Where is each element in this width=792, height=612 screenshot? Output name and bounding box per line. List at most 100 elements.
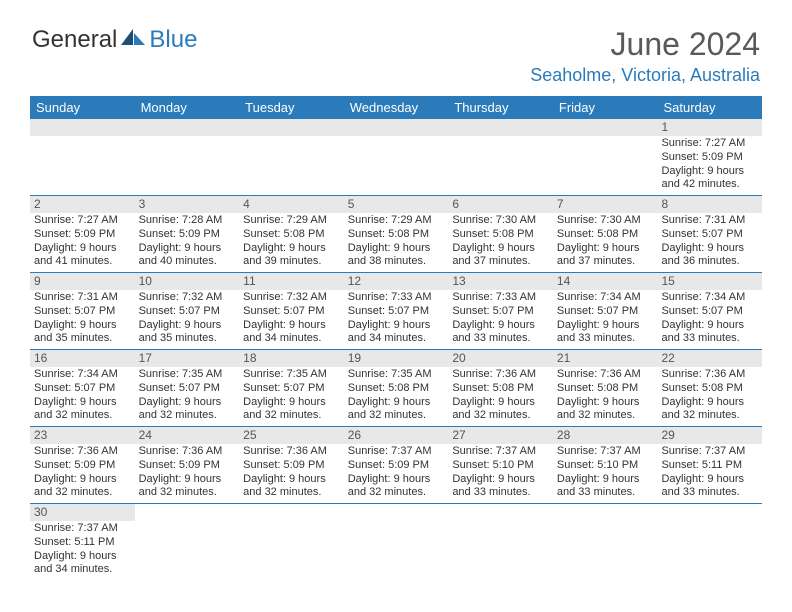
daylight-line: Daylight: 9 hours and 32 minutes.: [557, 396, 654, 424]
daylight-line: Daylight: 9 hours and 32 minutes.: [243, 473, 340, 501]
weekday-header: Wednesday: [344, 96, 449, 119]
week-row: 23Sunrise: 7:36 AMSunset: 5:09 PMDayligh…: [30, 427, 762, 504]
day-content: Sunrise: 7:27 AMSunset: 5:09 PMDaylight:…: [657, 136, 762, 195]
sunset-line: Sunset: 5:07 PM: [661, 305, 758, 319]
weekday-header: Monday: [135, 96, 240, 119]
day-number: 13: [448, 273, 553, 290]
day-number: 10: [135, 273, 240, 290]
day-number: 9: [30, 273, 135, 290]
sunrise-line: Sunrise: 7:35 AM: [348, 368, 445, 382]
sunset-line: Sunset: 5:07 PM: [243, 382, 340, 396]
sunset-line: Sunset: 5:07 PM: [661, 228, 758, 242]
weekday-header: Sunday: [30, 96, 135, 119]
daylight-line: Daylight: 9 hours and 42 minutes.: [661, 165, 758, 193]
sunset-line: Sunset: 5:08 PM: [557, 228, 654, 242]
month-title: June 2024: [530, 26, 760, 63]
sunset-line: Sunset: 5:09 PM: [243, 459, 340, 473]
sunrise-line: Sunrise: 7:32 AM: [243, 291, 340, 305]
day-number: 27: [448, 427, 553, 444]
day-cell: 28Sunrise: 7:37 AMSunset: 5:10 PMDayligh…: [553, 427, 658, 503]
day-cell: 1Sunrise: 7:27 AMSunset: 5:09 PMDaylight…: [657, 119, 762, 195]
day-number: 6: [448, 196, 553, 213]
day-cell: 5Sunrise: 7:29 AMSunset: 5:08 PMDaylight…: [344, 196, 449, 272]
daylight-line: Daylight: 9 hours and 32 minutes.: [452, 396, 549, 424]
sunset-line: Sunset: 5:07 PM: [348, 305, 445, 319]
sunrise-line: Sunrise: 7:33 AM: [452, 291, 549, 305]
daylight-line: Daylight: 9 hours and 35 minutes.: [34, 319, 131, 347]
sunrise-line: Sunrise: 7:30 AM: [557, 214, 654, 228]
weekday-header: Thursday: [448, 96, 553, 119]
sunrise-line: Sunrise: 7:33 AM: [348, 291, 445, 305]
title-block: June 2024 Seaholme, Victoria, Australia: [530, 26, 760, 86]
sunset-line: Sunset: 5:08 PM: [452, 228, 549, 242]
sunrise-line: Sunrise: 7:37 AM: [34, 522, 131, 536]
day-cell: 15Sunrise: 7:34 AMSunset: 5:07 PMDayligh…: [657, 273, 762, 349]
day-cell: 11Sunrise: 7:32 AMSunset: 5:07 PMDayligh…: [239, 273, 344, 349]
day-number: 16: [30, 350, 135, 367]
calendar-grid: Sunday Monday Tuesday Wednesday Thursday…: [30, 96, 762, 580]
day-cell: 4Sunrise: 7:29 AMSunset: 5:08 PMDaylight…: [239, 196, 344, 272]
sunrise-line: Sunrise: 7:27 AM: [34, 214, 131, 228]
day-cell: 12Sunrise: 7:33 AMSunset: 5:07 PMDayligh…: [344, 273, 449, 349]
day-number: 23: [30, 427, 135, 444]
daylight-line: Daylight: 9 hours and 35 minutes.: [139, 319, 236, 347]
day-cell: 7Sunrise: 7:30 AMSunset: 5:08 PMDaylight…: [553, 196, 658, 272]
weekday-header-row: Sunday Monday Tuesday Wednesday Thursday…: [30, 96, 762, 119]
day-number: 26: [344, 427, 449, 444]
daylight-line: Daylight: 9 hours and 37 minutes.: [557, 242, 654, 270]
day-cell: 22Sunrise: 7:36 AMSunset: 5:08 PMDayligh…: [657, 350, 762, 426]
daylight-line: Daylight: 9 hours and 33 minutes.: [452, 319, 549, 347]
day-number: 7: [553, 196, 658, 213]
day-content: Sunrise: 7:34 AMSunset: 5:07 PMDaylight:…: [30, 367, 135, 426]
empty-cell: [344, 504, 449, 580]
day-cell: 9Sunrise: 7:31 AMSunset: 5:07 PMDaylight…: [30, 273, 135, 349]
sunset-line: Sunset: 5:08 PM: [243, 228, 340, 242]
sunset-line: Sunset: 5:09 PM: [348, 459, 445, 473]
sunset-line: Sunset: 5:07 PM: [34, 305, 131, 319]
sunset-line: Sunset: 5:08 PM: [348, 228, 445, 242]
sunrise-line: Sunrise: 7:36 AM: [34, 445, 131, 459]
day-number: 1: [657, 119, 762, 136]
day-content: Sunrise: 7:35 AMSunset: 5:08 PMDaylight:…: [344, 367, 449, 426]
day-content: Sunrise: 7:37 AMSunset: 5:09 PMDaylight:…: [344, 444, 449, 503]
daylight-line: Daylight: 9 hours and 41 minutes.: [34, 242, 131, 270]
daylight-line: Daylight: 9 hours and 39 minutes.: [243, 242, 340, 270]
day-cell: 30Sunrise: 7:37 AMSunset: 5:11 PMDayligh…: [30, 504, 135, 580]
day-number: 8: [657, 196, 762, 213]
day-number: 11: [239, 273, 344, 290]
empty-cell: [448, 119, 553, 195]
day-number: 4: [239, 196, 344, 213]
sunrise-line: Sunrise: 7:29 AM: [243, 214, 340, 228]
week-row: 9Sunrise: 7:31 AMSunset: 5:07 PMDaylight…: [30, 273, 762, 350]
week-row: 2Sunrise: 7:27 AMSunset: 5:09 PMDaylight…: [30, 196, 762, 273]
day-content: Sunrise: 7:28 AMSunset: 5:09 PMDaylight:…: [135, 213, 240, 272]
daylight-line: Daylight: 9 hours and 32 minutes.: [348, 396, 445, 424]
day-cell: 2Sunrise: 7:27 AMSunset: 5:09 PMDaylight…: [30, 196, 135, 272]
daylight-line: Daylight: 9 hours and 32 minutes.: [34, 396, 131, 424]
week-row: 1Sunrise: 7:27 AMSunset: 5:09 PMDaylight…: [30, 119, 762, 196]
daylight-line: Daylight: 9 hours and 32 minutes.: [34, 473, 131, 501]
day-number: 3: [135, 196, 240, 213]
empty-cell: [657, 504, 762, 580]
sunset-line: Sunset: 5:07 PM: [139, 382, 236, 396]
daylight-line: Daylight: 9 hours and 34 minutes.: [34, 550, 131, 578]
day-content: Sunrise: 7:33 AMSunset: 5:07 PMDaylight:…: [344, 290, 449, 349]
daylight-line: Daylight: 9 hours and 37 minutes.: [452, 242, 549, 270]
empty-cell: [344, 119, 449, 195]
empty-cell: [135, 504, 240, 580]
day-number: 15: [657, 273, 762, 290]
day-cell: 6Sunrise: 7:30 AMSunset: 5:08 PMDaylight…: [448, 196, 553, 272]
day-content: Sunrise: 7:36 AMSunset: 5:08 PMDaylight:…: [553, 367, 658, 426]
sunset-line: Sunset: 5:08 PM: [348, 382, 445, 396]
sunset-line: Sunset: 5:11 PM: [661, 459, 758, 473]
sunrise-line: Sunrise: 7:30 AM: [452, 214, 549, 228]
daylight-line: Daylight: 9 hours and 32 minutes.: [139, 473, 236, 501]
sunset-line: Sunset: 5:10 PM: [557, 459, 654, 473]
sunset-line: Sunset: 5:07 PM: [452, 305, 549, 319]
day-cell: 23Sunrise: 7:36 AMSunset: 5:09 PMDayligh…: [30, 427, 135, 503]
day-cell: 17Sunrise: 7:35 AMSunset: 5:07 PMDayligh…: [135, 350, 240, 426]
sunset-line: Sunset: 5:07 PM: [34, 382, 131, 396]
sunrise-line: Sunrise: 7:31 AM: [34, 291, 131, 305]
day-number: 25: [239, 427, 344, 444]
day-number: 12: [344, 273, 449, 290]
